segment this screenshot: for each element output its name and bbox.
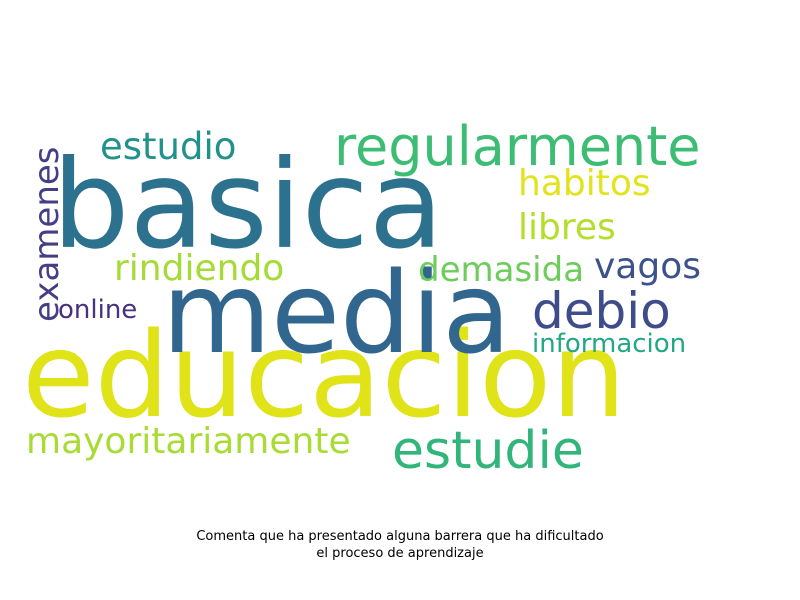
word-regularmente: regularmente [334,115,701,178]
word-vagos: vagos [594,246,701,287]
word-estudie: estudie [392,421,584,481]
word-educacion: educacion [22,306,627,444]
word-examenes: examenes [27,146,67,323]
word-rindiendo: rindiendo [114,248,285,289]
caption-line-2: el proceso de aprendizaje [316,546,484,561]
word-mayoritariamente: mayoritariamente [26,421,351,462]
word-informacion: informacion [532,329,687,359]
word-demasida: demasida [418,250,585,290]
word-basica: basica [52,134,444,276]
word-estudio: estudio [100,125,237,168]
word-habitos: habitos [518,163,651,204]
word-debio: debio [532,282,671,340]
caption-line-1: Comenta que ha presentado alguna barrera… [196,529,604,544]
word-media: media [162,249,511,379]
figure-caption: Comenta que ha presentado alguna barrera… [0,528,800,562]
word-libres: libres [518,207,616,248]
word-online: online [58,295,138,325]
